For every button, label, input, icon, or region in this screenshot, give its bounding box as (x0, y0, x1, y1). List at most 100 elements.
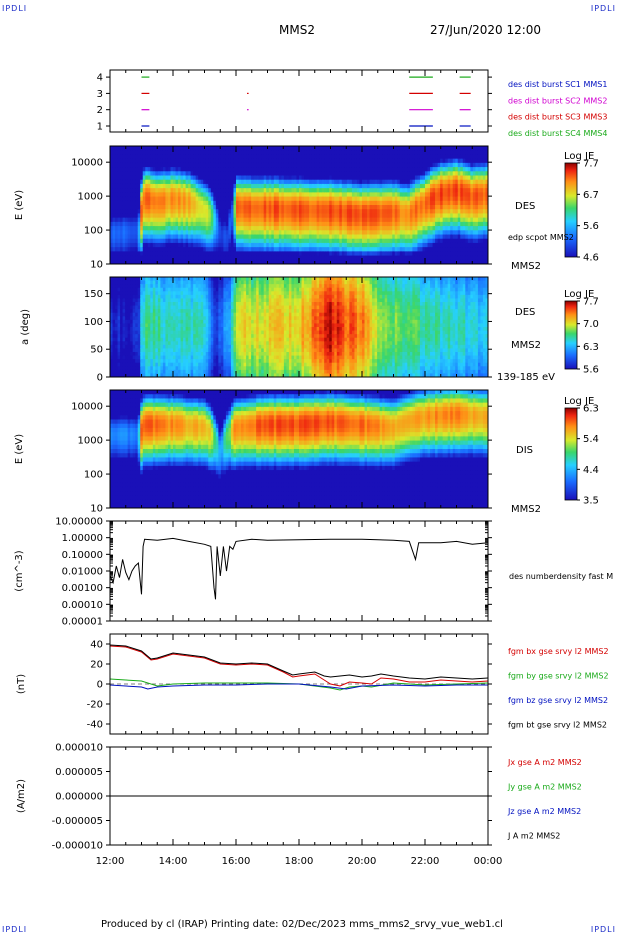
des-energy-cell (241, 217, 245, 223)
des-energy-cell (273, 217, 277, 223)
des-energy-cell (266, 221, 270, 227)
des-energy-cell (301, 179, 305, 185)
des-pitch-cell (165, 337, 169, 342)
des-energy-cell (351, 200, 355, 206)
des-energy-cell (193, 259, 197, 264)
des-pitch-cell (140, 298, 144, 303)
des-energy-cell (341, 146, 345, 151)
des-energy-cell (220, 217, 224, 223)
des-energy-cell (331, 217, 335, 223)
des-energy-cell (155, 205, 159, 210)
des-energy-cell (455, 196, 459, 202)
des-energy-cell (306, 175, 310, 181)
des-energy-cell (296, 154, 300, 160)
des-energy-cell (394, 167, 398, 172)
des-energy-cell (374, 213, 378, 219)
des-energy-cell (422, 255, 426, 261)
des-energy-cell (455, 175, 459, 181)
des-energy-cell (394, 192, 398, 198)
des-energy-cell (394, 154, 398, 160)
des-energy-cell (477, 226, 481, 231)
des-energy-cell (425, 259, 429, 264)
des-energy-cell (145, 196, 149, 202)
des-energy-cell (210, 238, 214, 244)
des-energy-cell (135, 196, 139, 202)
des-energy-cell (306, 230, 310, 235)
des-pitch-cell (150, 298, 154, 303)
des-energy-cell (185, 255, 189, 261)
des-pitch-cell (152, 359, 156, 364)
des-energy-cell (369, 247, 373, 252)
des-energy-cell (369, 171, 373, 176)
des-energy-cell (140, 171, 144, 176)
des-energy-cell (450, 188, 454, 193)
des-energy-cell (314, 234, 318, 240)
des-pitch-cell (142, 344, 146, 349)
des-energy-cell (198, 226, 202, 231)
des-energy-cell (447, 162, 451, 168)
des-energy-cell (470, 179, 474, 185)
des-energy-cell (394, 259, 398, 264)
des-energy-cell (470, 238, 474, 244)
des-energy-cell (472, 200, 476, 206)
des-pitch-cell (127, 305, 131, 310)
des-energy-cell (304, 154, 308, 160)
des-energy-cell (213, 213, 217, 219)
des-energy-cell (205, 175, 209, 181)
des-energy-cell (150, 251, 154, 257)
des-energy-cell (467, 192, 471, 198)
des-energy-cell (210, 217, 214, 223)
des-energy-cell (198, 209, 202, 214)
des-energy-cell (362, 171, 366, 176)
des-pitch-cell (142, 352, 146, 357)
des-energy-cell (447, 167, 451, 172)
des-pitch-cell (175, 309, 179, 314)
des-energy-cell (115, 209, 119, 214)
des-pitch-cell (150, 334, 154, 339)
des-energy-cell (200, 154, 204, 160)
des-energy-cell (233, 209, 237, 214)
des-energy-cell (208, 230, 212, 235)
des-energy-cell (173, 171, 177, 176)
des-energy-cell (193, 188, 197, 193)
des-energy-cell (316, 146, 320, 151)
des-pitch-cell (140, 334, 144, 339)
des-energy-cell (344, 234, 348, 240)
des-energy-cell (162, 162, 166, 168)
des-energy-cell (147, 171, 151, 176)
des-energy-cell (311, 183, 315, 189)
des-energy-cell (288, 175, 292, 181)
des-energy-cell (324, 213, 328, 219)
des-energy-cell (236, 167, 240, 172)
des-energy-cell (135, 150, 139, 155)
des-energy-cell (336, 179, 340, 185)
des-energy-cell (283, 200, 287, 206)
des-energy-cell (293, 192, 297, 198)
des-pitch-cell (135, 337, 139, 342)
des-energy-cell (137, 230, 141, 235)
des-energy-cell (447, 171, 451, 176)
des-energy-cell (377, 217, 381, 223)
des-energy-cell (183, 150, 187, 155)
des-energy-cell (268, 171, 272, 176)
des-energy-cell (170, 217, 174, 223)
des-energy-cell (452, 221, 456, 227)
des-energy-cell (336, 247, 340, 252)
des-pitch-cell (122, 323, 126, 328)
des-energy-cell (430, 238, 434, 244)
des-pitch-cell (132, 369, 136, 374)
des-energy-cell (263, 238, 267, 244)
des-pitch-cell (157, 291, 161, 296)
des-energy-cell (339, 242, 343, 248)
des-pitch-cell (155, 327, 159, 332)
des-energy-cell (243, 162, 247, 168)
des-energy-cell (354, 192, 358, 198)
des-energy-cell (281, 251, 285, 257)
des-energy-cell (301, 255, 305, 261)
des-energy-cell (230, 230, 234, 235)
des-energy-cell (304, 183, 308, 189)
des-pitch-cell (127, 337, 131, 342)
des-energy-cell (359, 255, 363, 261)
des-pitch-cell (175, 369, 179, 374)
des-energy-cell (316, 259, 320, 264)
